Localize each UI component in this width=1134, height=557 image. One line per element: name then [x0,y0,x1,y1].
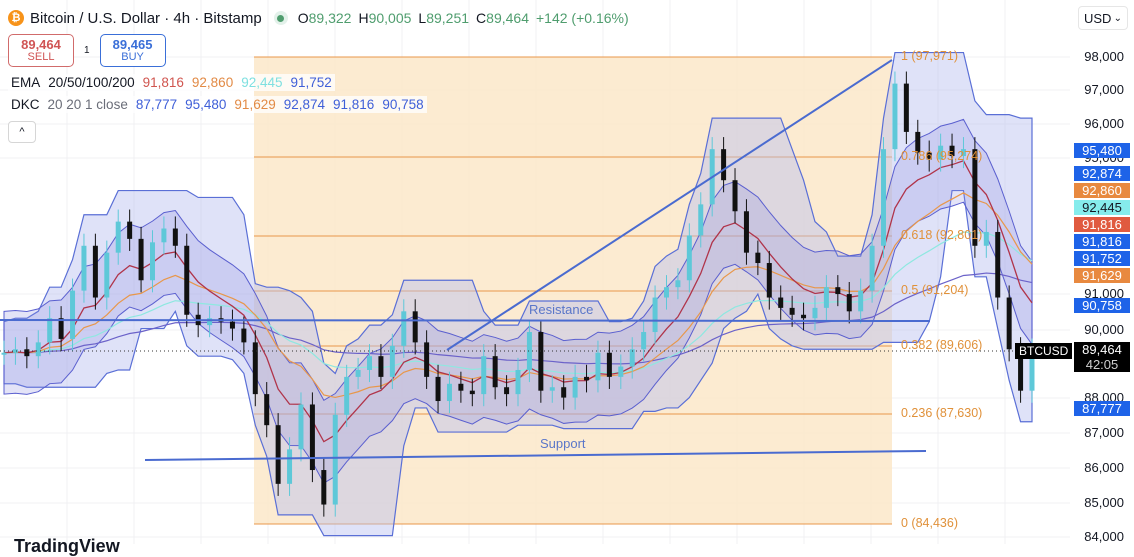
chart-legend: ₿ Bitcoin / U.S. Dollar · 4h · Bitstamp … [8,8,629,143]
price-chart-canvas[interactable] [0,0,1134,544]
currency-select[interactable]: USD ⌄ [1078,6,1128,30]
fib-level-label: 0.618 (92,801) [901,228,983,242]
symbol-title-row: ₿ Bitcoin / U.S. Dollar · 4h · Bitstamp … [8,8,629,28]
tradingview-watermark: TradingView [14,536,120,556]
price-tick-label: 85,000 [1084,495,1124,510]
indicator-value: 91,816 [333,97,375,112]
close-value: 89,464 [486,10,529,26]
indicator-price-tag: 91,816 [1074,234,1130,249]
buy-button[interactable]: 89,465 BUY [99,34,166,67]
ema-values: 91,816 92,860 92,445 91,752 [143,75,332,90]
indicator-price-tag: 91,752 [1074,251,1130,266]
indicator-value: 91,816 [142,75,184,90]
indicator-price-tag: 92,874 [1074,166,1130,181]
indicator-price-tag: 87,777 [1074,401,1130,416]
price-tick-label: 84,000 [1084,529,1124,544]
chevron-down-icon: ⌄ [1113,12,1122,24]
spread-value: 1 [84,45,90,56]
support-label[interactable]: Support [540,436,586,451]
symbol-price-tag: BTCUSD [1015,343,1073,359]
indicator-price-tag: 95,480 [1074,143,1130,158]
indicator-value: 92,860 [191,75,234,90]
indicator-price-tag: 91,629 [1074,268,1130,283]
fib-level-label: 0.786 (95,274) [901,149,983,163]
price-tick-label: 96,000 [1084,116,1124,131]
indicator-ema-legend[interactable]: EMA 20/50/100/200 91,816 92,860 92,445 91,7… [8,74,335,91]
price-tick-label: 86,000 [1084,460,1124,475]
indicator-value: 91,752 [290,75,332,90]
fib-level-label: 0.382 (89,606) [901,338,983,352]
indicator-value: 90,758 [382,97,424,112]
price-tick-label: 90,000 [1084,322,1124,337]
indicator-price-tag: 92,445 [1074,200,1130,215]
price-tick-label: 97,000 [1084,82,1124,97]
price-tick-label: 87,000 [1084,425,1124,440]
resistance-label[interactable]: Resistance [529,302,594,317]
fib-level-label: 0.236 (87,630) [901,406,983,420]
indicator-price-tag: 92,860 [1074,183,1130,198]
indicator-dkc-legend[interactable]: DKC 20 20 1 close 87,777 95,480 91,629 92,8… [8,96,427,113]
ohlc-values: O89,322 H90,005 L89,251 C89,464 +142 (+0… [297,10,629,26]
price-tick-label: 98,000 [1084,49,1124,64]
dkc-values: 87,777 95,480 91,629 92,874 91,816 90,758 [136,97,424,112]
indicator-value: 92,874 [283,97,326,112]
market-status-icon[interactable] [273,11,288,25]
last-price-tag: 89,464 42:05 [1074,342,1130,372]
fib-level-label: 1 (97,971) [901,49,958,63]
indicator-value: 95,480 [185,97,227,112]
indicator-value: 91,629 [234,97,276,112]
bitcoin-logo-icon: ₿ [8,10,24,26]
high-value: 90,005 [368,10,412,26]
indicator-value: 92,445 [241,75,283,90]
trade-buttons: 89,464 SELL 1 89,465 BUY [8,34,629,67]
indicator-price-tag: 90,758 [1074,298,1130,313]
change-value: +142 (+0.16%) [536,10,629,26]
chevron-up-icon: ^ [19,126,25,138]
price-tick-label: 91,000 [1084,286,1124,301]
low-value: 89,251 [426,10,470,26]
collapse-legend-button[interactable]: ^ [8,121,36,143]
sell-button[interactable]: 89,464 SELL [8,34,74,67]
indicator-price-tag: 91,816 [1074,217,1130,232]
indicator-value: 87,777 [135,97,178,112]
open-value: 89,322 [308,10,352,26]
fib-level-label: 0 (84,436) [901,516,958,530]
symbol-title[interactable]: Bitcoin / U.S. Dollar · 4h · Bitstamp [30,9,262,27]
fib-level-label: 0.5 (91,204) [901,283,969,297]
